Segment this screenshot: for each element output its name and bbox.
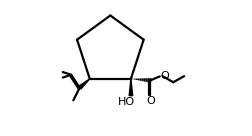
Polygon shape [129,79,132,96]
Text: O: O [146,96,154,106]
Text: HO: HO [117,97,134,107]
Text: O: O [160,71,169,81]
Polygon shape [78,79,89,89]
